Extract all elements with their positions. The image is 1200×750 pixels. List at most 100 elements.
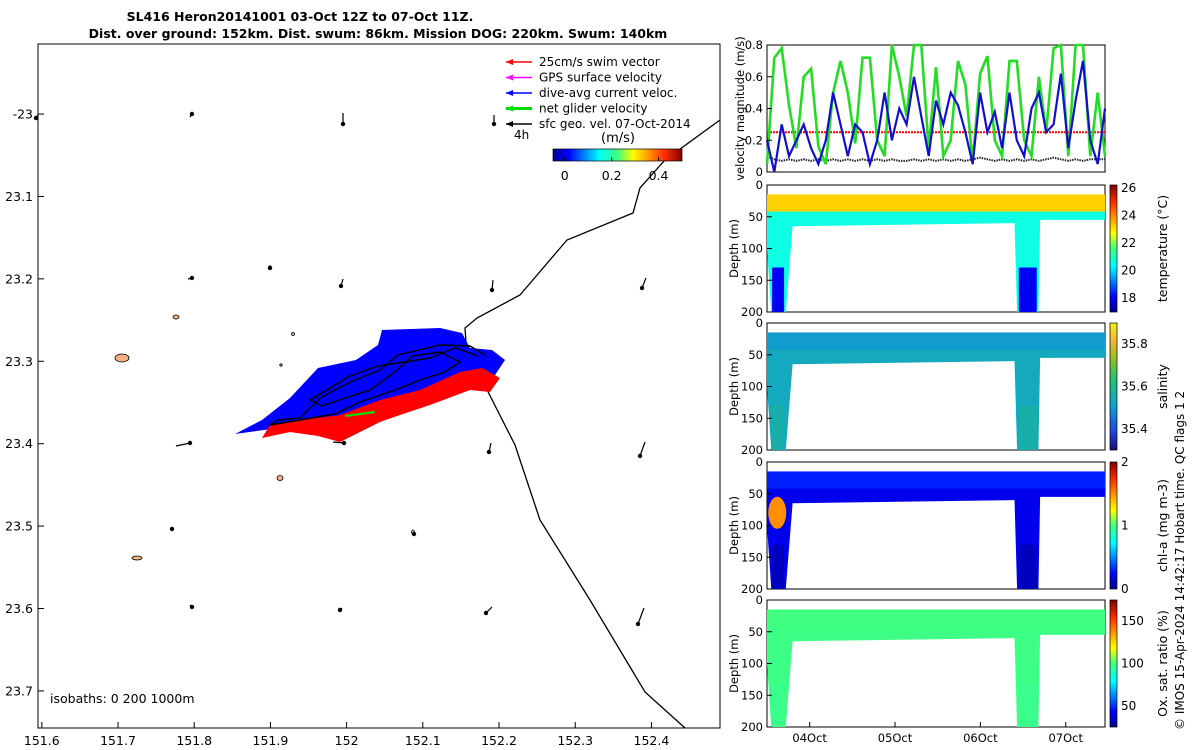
geo-arrow-head [635, 621, 641, 627]
map-panel: 151.6 151.7 151.8 151.9 152 152.1 152.2 152.3 15… [5, 43, 721, 748]
heatmap-y-tick-label: 0 [756, 178, 763, 192]
map-y-tick-label: 23.6 [5, 601, 33, 616]
heatmap-y-tick-label: 100 [741, 380, 763, 394]
time-tick-label: 05Oct [878, 731, 913, 745]
heatmap-colorbar [1109, 322, 1118, 451]
heatmap-colorbar-tick-label: 35.4 [1121, 422, 1148, 436]
heatmap-deep-left [772, 405, 785, 450]
map-y-tick-label: -23 [13, 107, 33, 122]
heatmap-y-tick-label: 50 [748, 487, 763, 501]
heatmap-deep-right [1018, 405, 1037, 450]
geo-arrow-head [337, 607, 343, 613]
heatmap-panel-salinity: 0 50 100 150 200 Depth (m) 35.8 35.6 35.4 salinit… [727, 316, 1170, 457]
heatmap-deep-right [1018, 682, 1037, 727]
map-y-tick-label: 23.3 [5, 354, 33, 369]
heatmap-y-tick-label: 150 [741, 411, 763, 425]
heatmap-colorbar-tick-label: 100 [1121, 657, 1144, 671]
reef-1 [114, 353, 130, 363]
glider-track [269, 344, 486, 426]
heatmap-y-tick-label: 0 [756, 593, 763, 607]
heatmap-y-tick-label: 100 [741, 242, 763, 256]
heatmap-panel-chl-a: 0 50 100 150 200 Depth (m) 2 1 0 chl-a (mg m-3) [727, 455, 1170, 596]
geo-arrow [175, 442, 191, 447]
geo-arrow-head [33, 115, 39, 121]
swim-vectors [262, 368, 500, 442]
heatmap-ylabel: Depth (m) [727, 357, 741, 416]
heatmap-y-tick-label: 0 [756, 316, 763, 330]
map-x-tick-label: 151.6 [24, 733, 60, 748]
sfc-geo-arrows [33, 111, 647, 627]
colorbar-strip [552, 148, 683, 162]
heatmap-colorbar [1109, 461, 1118, 590]
heatmap-panel-temperature: 0 50 100 150 200 Depth (m) 26 24 22 20 18 temperatu… [727, 178, 1170, 319]
reef-3 [276, 475, 284, 481]
heatmap-colorbar [1109, 184, 1118, 313]
heatmap-y-tick-label: 200 [741, 582, 763, 596]
geo-arrow-head [491, 121, 497, 127]
heatmap-colorbar-tick-label: 150 [1121, 614, 1144, 628]
legend-label: dive-avg current veloc. [539, 86, 677, 100]
heatmap-ylabel: Depth (m) [727, 219, 741, 278]
map-x-tick-label: 151.8 [176, 733, 212, 748]
map-y-tick-label: 23.5 [5, 519, 33, 534]
map-x-ticks: 151.6 151.7 151.8 151.9 152 152.1 152.2 152.3 15… [24, 722, 669, 748]
geo-arrow-head [189, 111, 195, 117]
heatmap-y-tick-label: 200 [741, 305, 763, 319]
heatmap-ylabel: Depth (m) [727, 496, 741, 555]
heatmap-deep-right [1018, 544, 1037, 589]
map-x-tick-label: 152.2 [481, 733, 517, 748]
heatmap-colorbar-tick-label: 35.8 [1121, 337, 1148, 351]
velocity-series-0 [765, 43, 1107, 165]
colorbar-tick-label: 0.2 [602, 168, 622, 183]
legend-arrowhead [506, 59, 513, 65]
geo-arrow-head [169, 526, 175, 532]
heatmap-y-tick-label: 200 [741, 720, 763, 734]
legend-arrowhead [506, 74, 513, 81]
map-x-tick-label: 151.7 [100, 733, 136, 748]
map-x-tick-label: 152.4 [634, 733, 670, 748]
heatmap-colorbar-tick-label: 26 [1121, 181, 1136, 195]
heatmap-colorbar-tick-label: 0 [1121, 582, 1129, 596]
heatmap-colorbar-tick-label: 18 [1121, 291, 1136, 305]
time-axis: 04Oct 05Oct 06Oct 07Oct [792, 722, 1083, 745]
legend-label: GPS surface velocity [539, 71, 662, 85]
heatmap-y-tick-label: 100 [741, 519, 763, 533]
heatmap-colorbar-tick-label: 50 [1121, 699, 1136, 713]
geo-arrow-head [338, 283, 344, 289]
geo-arrow-head [187, 440, 193, 446]
heatmap-colorbar-label: salinity [1155, 363, 1170, 408]
geo-arrow-head [189, 604, 195, 610]
isobaths-label: isobaths: 0 200 1000m [50, 691, 195, 706]
geo-arrow-head [639, 285, 645, 291]
heatmap-colorbar-tick-label: 1 [1121, 519, 1129, 533]
time-tick-label: 06Oct [963, 731, 998, 745]
heatmap-y-tick-label: 50 [748, 210, 763, 224]
net-velocity-vectors [344, 410, 376, 418]
map-y-tick-label: 23.4 [5, 436, 33, 451]
map-frame [37, 43, 721, 729]
heatmap-deep-left [772, 544, 785, 589]
velocity-y-tick-label: 0 [756, 165, 763, 179]
heatmap-colorbar-label: temperature (°C) [1155, 195, 1170, 302]
velocity-y-tick-label: 0.6 [745, 70, 763, 84]
colorbar-tick-label: 0.4 [649, 168, 669, 183]
heatmap-deep-left [772, 682, 785, 727]
heatmap-colorbar-tick-label: 2 [1121, 455, 1129, 469]
heatmap-y-tick-label: 50 [748, 348, 763, 362]
velocity-y-tick-label: 0.2 [745, 133, 763, 147]
geo-arrow-head [411, 531, 417, 537]
map-y-ticks: -23 23.1 23.2 23.3 23.4 23.5 23.6 23.7 [5, 107, 44, 698]
legend-label: net glider velocity [539, 102, 647, 116]
heatmap-y-tick-label: 50 [748, 625, 763, 639]
velocity-ylabel: velocity magnitude (m/s) [733, 36, 747, 181]
velocity-y-tick-label: 0.8 [745, 38, 763, 52]
heatmap-deep-left [772, 267, 785, 312]
heatmap-colorbar-tick-label: 22 [1121, 236, 1136, 250]
heatmap-y-tick-label: 150 [741, 550, 763, 564]
heatmap-surface-layer [767, 332, 1105, 350]
heatmap-surface-layer [767, 609, 1105, 627]
